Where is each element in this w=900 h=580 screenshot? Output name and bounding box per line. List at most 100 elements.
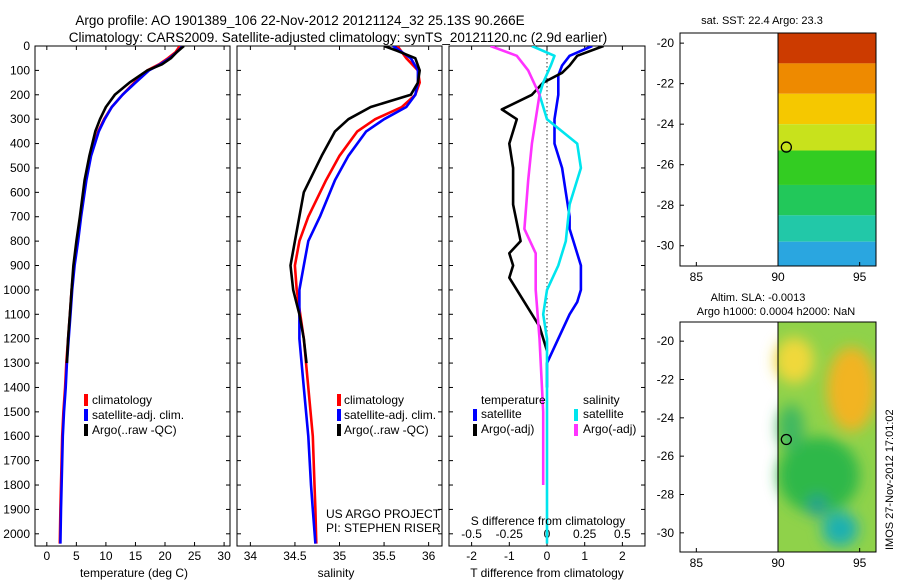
salinity-xlabel: salinity (318, 566, 355, 580)
map-y-tick-label: -30 (657, 239, 675, 253)
top-tick-label: -0.5 (461, 527, 482, 541)
legend-title-temperature: temperature (481, 393, 546, 407)
sla-map-ticks: 85 90 95 -20 -22 -24 -26 -28 -30 (657, 334, 867, 570)
y-tick-label: 1600 (3, 429, 30, 443)
x-tick-label: 34 (244, 549, 258, 563)
difference-top-label: S difference from climatology (471, 514, 626, 528)
sst-map-title: sat. SST: 22.4 Argo: 23.3 (701, 15, 823, 27)
argo-position-marker (780, 433, 792, 446)
legend-s-argo-swatch (574, 424, 578, 436)
x-tick-label: -1 (504, 549, 515, 563)
sla-blob (778, 437, 860, 514)
legend-argo-label: Argo(..raw -QC) (92, 423, 177, 437)
sla-blob (774, 337, 814, 384)
top-tick-label: 0.25 (573, 527, 597, 541)
y-tick-label: 900 (10, 259, 30, 273)
y-tick-label: 1500 (3, 405, 30, 419)
temperature-x-ticks: 0 5 10 15 20 25 30 (43, 46, 231, 563)
legend-satellite-label: satellite-adj. clim. (92, 408, 184, 422)
imos-timestamp: IMOS 27-Nov-2012 17:01:02 (884, 409, 896, 550)
legend-argo-swatch (337, 424, 341, 436)
sla-blob (827, 346, 876, 432)
sst-band (778, 215, 876, 242)
map-x-tick-label: 90 (771, 270, 785, 284)
series-line (65, 46, 185, 364)
legend-climatology-label: climatology (344, 393, 404, 407)
difference-xlabel: T difference from climatology (470, 566, 624, 580)
top-tick-label: 0.5 (614, 527, 631, 541)
x-tick-label: 1 (581, 549, 588, 563)
legend-title-salinity: salinity (583, 393, 620, 407)
x-tick-label: -2 (466, 549, 477, 563)
y-tick-label: 1000 (3, 283, 30, 297)
temperature-legend: climatology satellite-adj. clim. Argo(..… (84, 393, 184, 437)
legend-t-argo-label: Argo(-adj) (481, 422, 534, 436)
legend-satellite-swatch (337, 409, 341, 421)
salinity-series (289, 46, 422, 544)
temperature-series (58, 46, 185, 544)
argo-position-marker (780, 141, 792, 153)
y-tick-label: 1700 (3, 454, 30, 468)
y-tick-label: 1900 (3, 502, 30, 516)
top-tick-label: -0.25 (496, 527, 524, 541)
map-y-tick-label: -26 (657, 158, 675, 172)
difference-y-ticks (449, 45, 645, 535)
legend-argo-swatch (84, 424, 88, 436)
sst-band (778, 241, 876, 266)
y-tick-label: 600 (10, 185, 30, 199)
y-tick-label: 1300 (3, 356, 30, 370)
y-tick-label: 500 (10, 161, 30, 175)
series-line (500, 46, 604, 352)
sst-band (778, 184, 876, 216)
header-line1: Argo profile: AO 1901389_106 22-Nov-2012… (75, 13, 524, 28)
temperature-axes-frame (34, 45, 231, 547)
map-y-tick-label: -20 (657, 334, 675, 348)
series-line (293, 46, 422, 544)
sst-map-field (777, 33, 876, 266)
sla-map-field (774, 322, 876, 552)
map-y-tick-label: -26 (657, 449, 675, 463)
legend-t-satellite-swatch (473, 409, 477, 421)
y-tick-label: 200 (10, 88, 30, 102)
map-y-tick-label: -30 (657, 526, 675, 540)
sla-map-subtitle: Argo h1000: 0.0004 h2000: NaN (697, 306, 855, 318)
difference-panel: -2 -1 0 1 2 -0.5 -0.25 0 0.25 0.5 T difference f… (448, 45, 646, 580)
map-x-tick-label: 95 (853, 556, 867, 570)
salinity-y-ticks (237, 45, 442, 535)
map-y-tick-label: -28 (657, 198, 675, 212)
map-y-tick-label: -24 (657, 117, 675, 131)
credits-pi: PI: STEPHEN RISER (326, 521, 441, 535)
x-tick-label: 35.5 (372, 549, 396, 563)
legend-s-satellite-swatch (574, 409, 578, 421)
legend-t-satellite-label: satellite (481, 407, 522, 421)
difference-legend: temperature salinity satellite Argo(-adj… (473, 393, 636, 436)
legend-climatology-label: climatology (92, 393, 152, 407)
legend-climatology-swatch (84, 394, 88, 406)
x-tick-label: 35 (333, 549, 347, 563)
y-tick-label: 800 (10, 234, 30, 248)
salinity-panel: 34 34.5 35 35.5 36 salinity climatology sate… (236, 45, 443, 580)
sst-band (778, 150, 876, 185)
x-tick-label: 5 (73, 549, 80, 563)
x-tick-label: 0 (43, 549, 50, 563)
x-tick-label: 2 (619, 549, 626, 563)
x-tick-label: 30 (217, 549, 231, 563)
x-tick-label: 25 (188, 549, 202, 563)
sst-band (778, 124, 876, 151)
y-tick-label: 1100 (4, 307, 30, 321)
sst-map-ticks: 85 90 95 -20 -22 -24 -26 -28 -30 (657, 36, 867, 284)
legend-argo-label: Argo(..raw -QC) (344, 423, 429, 437)
legend-satellite-label: satellite-adj. clim. (344, 408, 436, 422)
series-line (490, 46, 545, 485)
y-tick-label: 100 (10, 63, 30, 77)
temperature-panel: 0 5 10 15 20 25 30 0 100 200 300 400 500 600 700 800 90… (3, 39, 231, 580)
difference-top-ticks: -0.5 -0.25 0 0.25 0.5 (461, 527, 631, 541)
sla-map-title: Altim. SLA: -0.0013 (711, 292, 806, 304)
map-x-tick-label: 85 (690, 270, 704, 284)
sla-blob (807, 494, 827, 518)
difference-series (490, 46, 604, 544)
series-line (59, 46, 184, 544)
sla-blob (778, 404, 805, 451)
series-line (289, 46, 422, 364)
